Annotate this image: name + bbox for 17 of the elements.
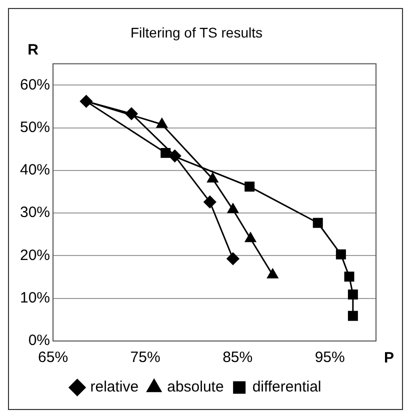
- x-tick-label: 65%: [38, 349, 68, 366]
- chart-title: Filtering of TS results: [130, 24, 263, 40]
- y-tick-label: 30%: [20, 204, 50, 222]
- x-tick-label: 95%: [314, 349, 345, 366]
- y-tick-label: 40%: [20, 162, 50, 179]
- y-tick-label: 60%: [20, 76, 50, 94]
- legend-label: relative: [90, 378, 139, 396]
- legend-label: absolute: [167, 378, 224, 396]
- y-tick-label: 0%: [28, 332, 50, 350]
- legend-label: differential: [252, 378, 322, 396]
- y-tick-label: 20%: [20, 246, 50, 264]
- x-axis-title: P: [384, 350, 394, 367]
- y-tick-label: 10%: [20, 289, 50, 306]
- x-tick-label: 75%: [130, 349, 160, 366]
- y-axis-title: R: [28, 41, 39, 58]
- x-tick-label: 85%: [222, 349, 253, 366]
- y-tick-label: 50%: [20, 118, 50, 136]
